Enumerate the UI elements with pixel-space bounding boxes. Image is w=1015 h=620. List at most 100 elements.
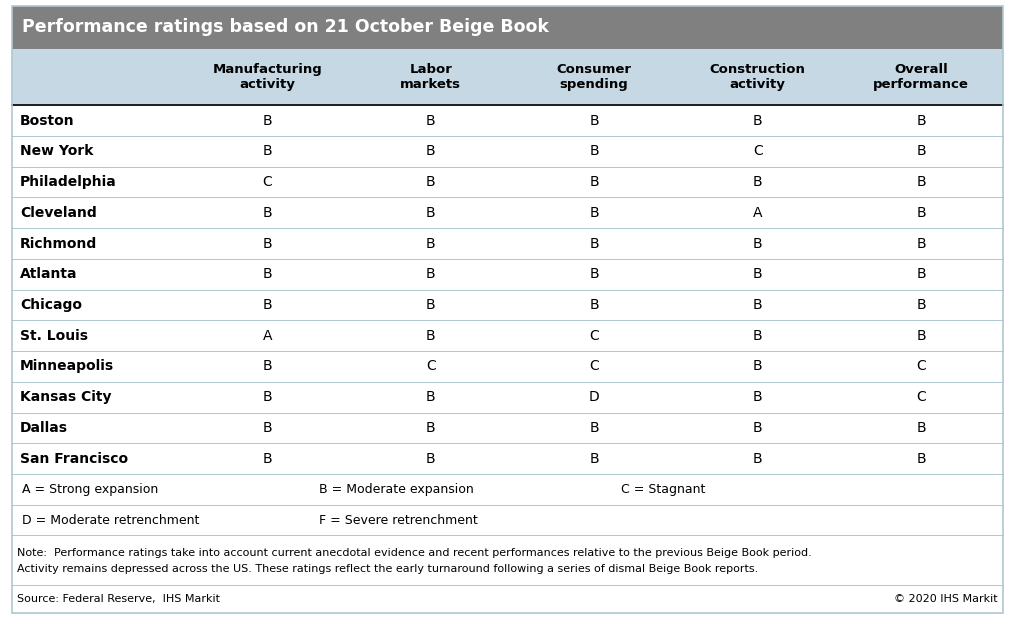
Text: B: B bbox=[426, 113, 435, 128]
Bar bbox=[12, 585, 1003, 613]
Bar bbox=[12, 48, 1003, 105]
Text: B: B bbox=[263, 451, 272, 466]
Text: D: D bbox=[589, 390, 600, 404]
Bar bbox=[12, 536, 1003, 585]
Bar bbox=[12, 105, 1003, 136]
Text: B: B bbox=[590, 113, 599, 128]
Text: C: C bbox=[917, 390, 926, 404]
Bar bbox=[12, 167, 1003, 198]
Bar bbox=[12, 228, 1003, 259]
Bar bbox=[12, 412, 1003, 443]
Text: B: B bbox=[263, 144, 272, 159]
Text: B: B bbox=[263, 298, 272, 312]
Text: B: B bbox=[753, 329, 762, 343]
Text: B: B bbox=[263, 237, 272, 250]
Text: A = Strong expansion: A = Strong expansion bbox=[22, 483, 158, 496]
Text: Construction
activity: Construction activity bbox=[709, 63, 806, 91]
Text: C: C bbox=[753, 144, 762, 159]
Text: B: B bbox=[263, 113, 272, 128]
Bar bbox=[12, 505, 1003, 536]
Bar bbox=[12, 382, 1003, 412]
Text: Labor
markets: Labor markets bbox=[400, 63, 461, 91]
Text: B: B bbox=[590, 267, 599, 281]
Text: San Francisco: San Francisco bbox=[20, 451, 128, 466]
Text: B: B bbox=[263, 206, 272, 220]
Text: B: B bbox=[917, 329, 926, 343]
Text: B: B bbox=[590, 144, 599, 159]
Text: B: B bbox=[426, 451, 435, 466]
Text: B: B bbox=[426, 421, 435, 435]
Text: Overall
performance: Overall performance bbox=[873, 63, 969, 91]
Bar bbox=[12, 290, 1003, 321]
Text: B: B bbox=[590, 421, 599, 435]
Text: B = Moderate expansion: B = Moderate expansion bbox=[320, 483, 474, 496]
Bar bbox=[12, 136, 1003, 167]
Text: B: B bbox=[590, 237, 599, 250]
Text: B: B bbox=[426, 390, 435, 404]
Text: B: B bbox=[426, 329, 435, 343]
Text: Boston: Boston bbox=[20, 113, 75, 128]
Text: Activity remains depressed across the US. These ratings reflect the early turnar: Activity remains depressed across the US… bbox=[17, 564, 758, 574]
Text: Kansas City: Kansas City bbox=[20, 390, 112, 404]
Text: Note:  Performance ratings take into account current anecdotal evidence and rece: Note: Performance ratings take into acco… bbox=[17, 548, 812, 558]
Text: B: B bbox=[917, 451, 926, 466]
Text: A: A bbox=[263, 329, 272, 343]
Text: Philadelphia: Philadelphia bbox=[20, 175, 117, 189]
Text: B: B bbox=[753, 451, 762, 466]
Text: B: B bbox=[753, 390, 762, 404]
Text: C = Stagnant: C = Stagnant bbox=[621, 483, 705, 496]
Text: B: B bbox=[590, 175, 599, 189]
Text: B: B bbox=[917, 144, 926, 159]
Text: B: B bbox=[753, 237, 762, 250]
Text: B: B bbox=[426, 175, 435, 189]
Text: Source: Federal Reserve,  IHS Markit: Source: Federal Reserve, IHS Markit bbox=[17, 593, 220, 604]
Text: B: B bbox=[753, 113, 762, 128]
Bar bbox=[12, 321, 1003, 351]
Text: B: B bbox=[263, 421, 272, 435]
Text: C: C bbox=[426, 360, 435, 373]
Text: B: B bbox=[917, 237, 926, 250]
Text: Cleveland: Cleveland bbox=[20, 206, 96, 220]
Text: New York: New York bbox=[20, 144, 93, 159]
Text: Manufacturing
activity: Manufacturing activity bbox=[212, 63, 322, 91]
Text: B: B bbox=[917, 113, 926, 128]
Text: Chicago: Chicago bbox=[20, 298, 82, 312]
Text: C: C bbox=[263, 175, 272, 189]
Text: B: B bbox=[753, 175, 762, 189]
Text: Performance ratings based on 21 October Beige Book: Performance ratings based on 21 October … bbox=[22, 19, 549, 37]
Text: F = Severe retrenchment: F = Severe retrenchment bbox=[320, 513, 478, 526]
Text: Dallas: Dallas bbox=[20, 421, 68, 435]
Text: © 2020 IHS Markit: © 2020 IHS Markit bbox=[894, 593, 998, 604]
Text: Minneapolis: Minneapolis bbox=[20, 360, 115, 373]
Text: B: B bbox=[917, 298, 926, 312]
Text: C: C bbox=[590, 360, 599, 373]
Text: B: B bbox=[917, 267, 926, 281]
Text: B: B bbox=[753, 298, 762, 312]
Text: B: B bbox=[917, 175, 926, 189]
Text: C: C bbox=[917, 360, 926, 373]
Bar bbox=[12, 474, 1003, 505]
Text: B: B bbox=[426, 267, 435, 281]
Text: D = Moderate retrenchment: D = Moderate retrenchment bbox=[22, 513, 200, 526]
Text: A: A bbox=[753, 206, 762, 220]
Text: Richmond: Richmond bbox=[20, 237, 97, 250]
Text: B: B bbox=[590, 451, 599, 466]
Text: B: B bbox=[590, 298, 599, 312]
Bar bbox=[12, 198, 1003, 228]
Text: St. Louis: St. Louis bbox=[20, 329, 88, 343]
Text: B: B bbox=[426, 206, 435, 220]
Bar bbox=[12, 259, 1003, 290]
Text: C: C bbox=[590, 329, 599, 343]
Text: Atlanta: Atlanta bbox=[20, 267, 77, 281]
Text: B: B bbox=[590, 206, 599, 220]
Text: B: B bbox=[917, 206, 926, 220]
Text: B: B bbox=[263, 267, 272, 281]
Text: B: B bbox=[753, 360, 762, 373]
Text: B: B bbox=[263, 360, 272, 373]
Text: B: B bbox=[753, 267, 762, 281]
Text: B: B bbox=[917, 421, 926, 435]
Text: Consumer
spending: Consumer spending bbox=[556, 63, 631, 91]
Text: B: B bbox=[753, 421, 762, 435]
Text: B: B bbox=[263, 390, 272, 404]
Bar bbox=[12, 443, 1003, 474]
